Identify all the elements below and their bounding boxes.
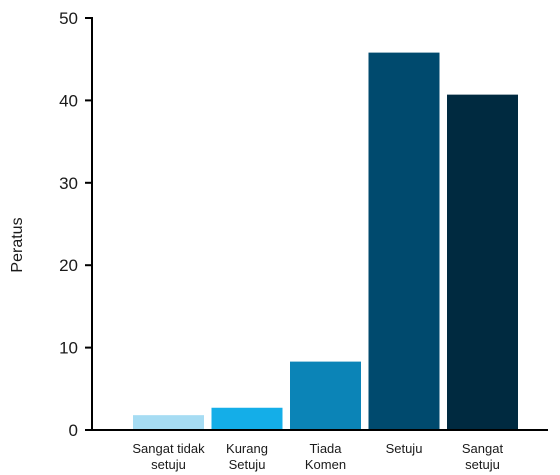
- bars-group: [133, 52, 518, 431]
- y-axis-ticks: 0 10 20 30 40 50: [59, 9, 92, 440]
- bar: [368, 52, 440, 430]
- y-axis-title: Peratus: [9, 217, 26, 272]
- x-category-label: Kurang Setuju: [226, 441, 268, 472]
- y-tick-label: 30: [59, 174, 78, 193]
- bar: [133, 415, 204, 430]
- y-tick-label: 20: [59, 256, 78, 275]
- bar: [290, 361, 361, 430]
- x-axis-labels: Sangat tidak setuju Kurang Setuju Tiada Komen…: [132, 441, 503, 472]
- x-category-label: Setuju: [386, 441, 423, 456]
- y-tick-label: 10: [59, 339, 78, 358]
- x-category-label: Sangat tidak setuju: [132, 441, 205, 472]
- x-category-label: Tiada Komen: [305, 441, 346, 472]
- y-tick-label: 0: [69, 421, 78, 440]
- y-tick-label: 50: [59, 9, 78, 28]
- bar: [447, 94, 518, 431]
- y-tick-label: 40: [59, 91, 78, 110]
- bar: [211, 407, 283, 430]
- x-category-label: Sangat setuju: [462, 441, 504, 472]
